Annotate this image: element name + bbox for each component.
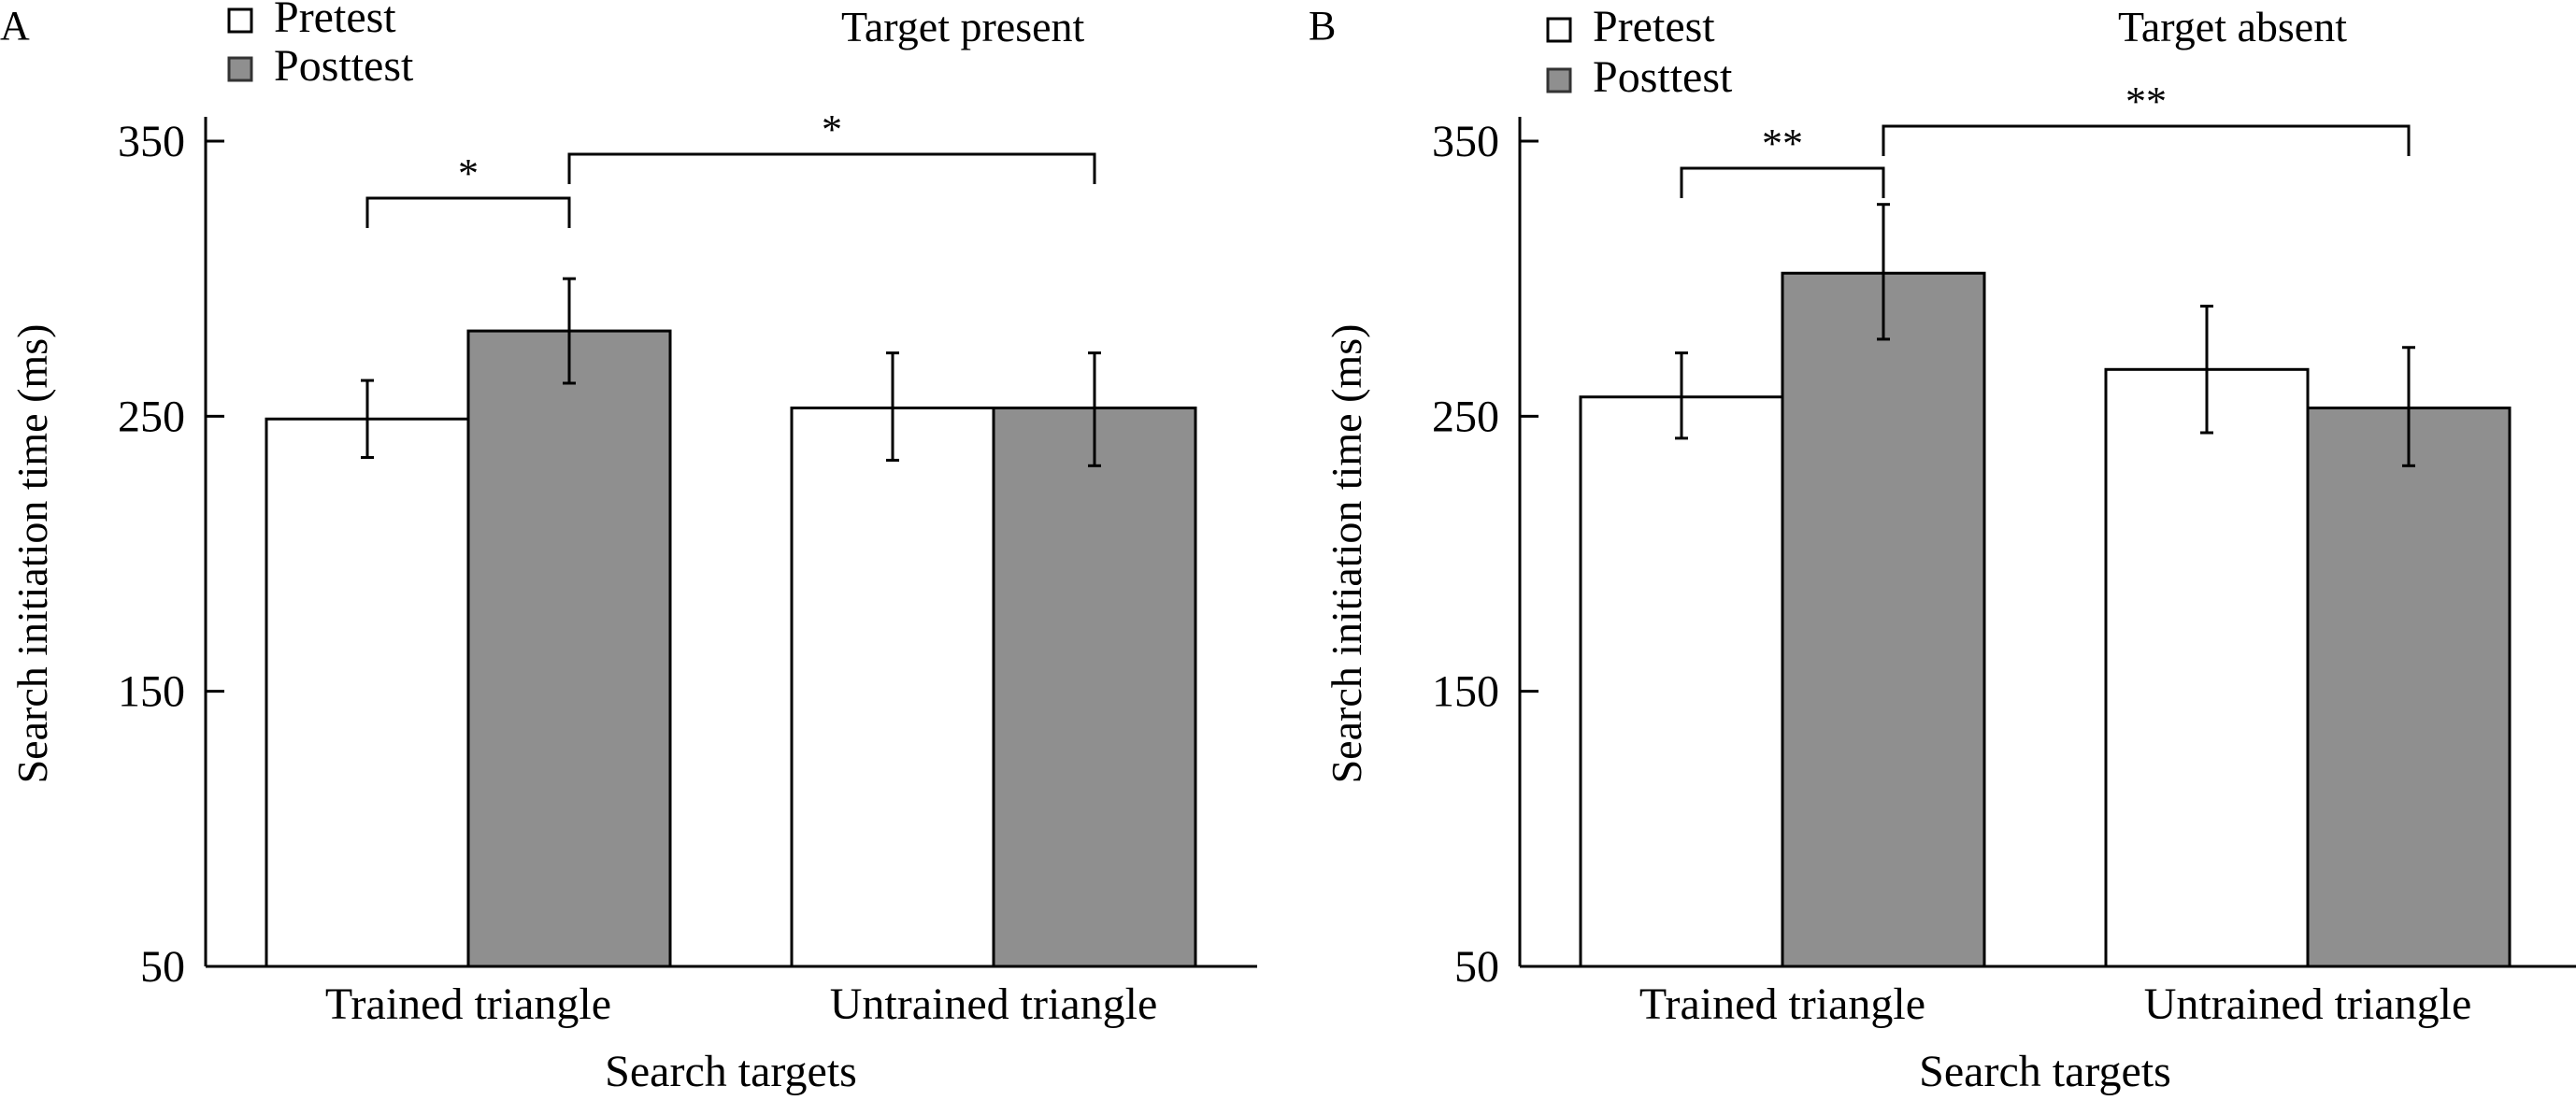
x-axis-label: Search targets (1919, 1047, 2171, 1096)
x-tick-label: Untrained triangle (830, 979, 1158, 1029)
y-tick-label: 350 (118, 117, 185, 166)
bar-untrained-triangle-pretest (2104, 367, 2310, 968)
x-tick-label: Trained triangle (1639, 979, 1925, 1029)
panel-label: A (0, 3, 30, 49)
panel-label: B (1309, 3, 1336, 49)
legend-label-posttest: Posttest (1593, 52, 1733, 102)
chart-title: Target present (841, 3, 1085, 50)
legend-swatch-pretest (227, 7, 253, 34)
bar-untrained-triangle-posttest (992, 407, 1197, 968)
bar-trained-triangle-pretest (1579, 395, 1784, 968)
y-tick-label: 50 (1454, 942, 1499, 992)
significance-marker: ** (2125, 79, 2167, 124)
y-tick-label: 350 (1432, 117, 1499, 166)
bar-trained-triangle-posttest (466, 329, 672, 968)
significance-bracket (1882, 124, 2411, 156)
bar-untrained-triangle-pretest (790, 407, 995, 968)
bar-untrained-triangle-posttest (2306, 407, 2512, 968)
y-tick-label: 50 (140, 942, 185, 992)
y-tick-label: 150 (118, 667, 185, 717)
legend-swatch-pretest (1546, 17, 1572, 43)
significance-marker: ** (1762, 121, 1803, 166)
bar-trained-triangle-posttest (1781, 271, 1986, 968)
bar-trained-triangle-pretest (265, 417, 470, 968)
chart-title: Target absent (2118, 3, 2347, 50)
legend-label-pretest: Pretest (1593, 2, 1715, 51)
significance-bracket (365, 196, 571, 228)
x-tick-label: Untrained triangle (2144, 979, 2472, 1029)
y-axis-label: Search initiation time (ms) (1323, 324, 1370, 784)
y-axis-label: Search initiation time (ms) (8, 324, 56, 784)
y-tick-label: 150 (1432, 667, 1499, 717)
legend-label-pretest: Pretest (274, 0, 396, 42)
significance-marker: * (822, 107, 842, 152)
significance-marker: * (458, 150, 479, 196)
x-axis-label: Search targets (605, 1047, 857, 1096)
legend-label-posttest: Posttest (274, 41, 414, 91)
y-tick-label: 250 (1432, 392, 1499, 441)
legend-swatch-posttest (1546, 67, 1572, 93)
significance-bracket (1680, 166, 1885, 198)
y-tick-label: 250 (118, 392, 185, 441)
legend-swatch-posttest (227, 56, 253, 82)
x-tick-label: Trained triangle (325, 979, 611, 1029)
significance-bracket (567, 152, 1096, 184)
